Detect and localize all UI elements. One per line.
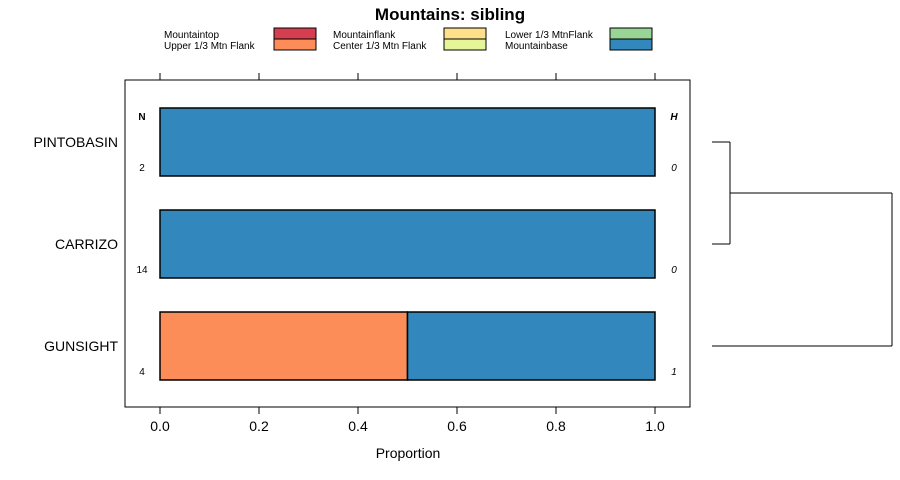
legend-label: Mountaintop bbox=[164, 30, 219, 41]
n-header: N bbox=[138, 112, 145, 123]
category-label: GUNSIGHT bbox=[44, 338, 118, 354]
x-tick-label: 0.0 bbox=[150, 418, 170, 434]
n-value: 2 bbox=[139, 163, 145, 174]
legend-swatch bbox=[609, 27, 653, 40]
legend-label: Center 1/3 Mtn Flank bbox=[333, 41, 427, 52]
legend-swatch bbox=[273, 27, 317, 40]
legend-label: Upper 1/3 Mtn Flank bbox=[164, 41, 256, 52]
category-label: PINTOBASIN bbox=[33, 134, 118, 150]
legend-swatch bbox=[609, 38, 653, 51]
legend-swatch bbox=[273, 38, 317, 51]
legend-swatch bbox=[443, 38, 487, 51]
legend-swatch bbox=[443, 27, 487, 40]
n-value: 4 bbox=[139, 367, 145, 378]
x-tick-label: 0.8 bbox=[546, 418, 566, 434]
bar-segment bbox=[406, 311, 656, 381]
h-value: 0 bbox=[671, 163, 677, 174]
legend-label: Lower 1/3 MtnFlank bbox=[505, 30, 594, 41]
plot-panel bbox=[124, 79, 691, 408]
n-value: 14 bbox=[136, 265, 148, 276]
legend-label: Mountainbase bbox=[505, 41, 568, 52]
bar-segment bbox=[159, 311, 409, 381]
h-value: 1 bbox=[671, 367, 677, 378]
bar-group: PINTOBASIN CARRIZO GUNSIGHT bbox=[33, 107, 656, 381]
side-annotations: N H 2 0 14 0 4 1 bbox=[136, 112, 678, 378]
h-header: H bbox=[670, 112, 678, 123]
x-tick-label: 1.0 bbox=[645, 418, 665, 434]
x-axis: 0.0 0.2 0.4 0.6 0.8 1.0 bbox=[150, 73, 665, 434]
x-tick-label: 0.6 bbox=[447, 418, 467, 434]
chart-title: Mountains: sibling bbox=[375, 5, 525, 24]
bar-segment bbox=[159, 209, 656, 279]
bar-segment bbox=[159, 107, 656, 177]
x-tick-label: 0.4 bbox=[348, 418, 368, 434]
x-tick-label: 0.2 bbox=[249, 418, 269, 434]
x-axis-label: Proportion bbox=[376, 445, 441, 461]
h-value: 0 bbox=[671, 265, 677, 276]
category-label: CARRIZO bbox=[55, 236, 118, 252]
dendrogram bbox=[712, 141, 893, 347]
legend-label: Mountainflank bbox=[333, 30, 396, 41]
